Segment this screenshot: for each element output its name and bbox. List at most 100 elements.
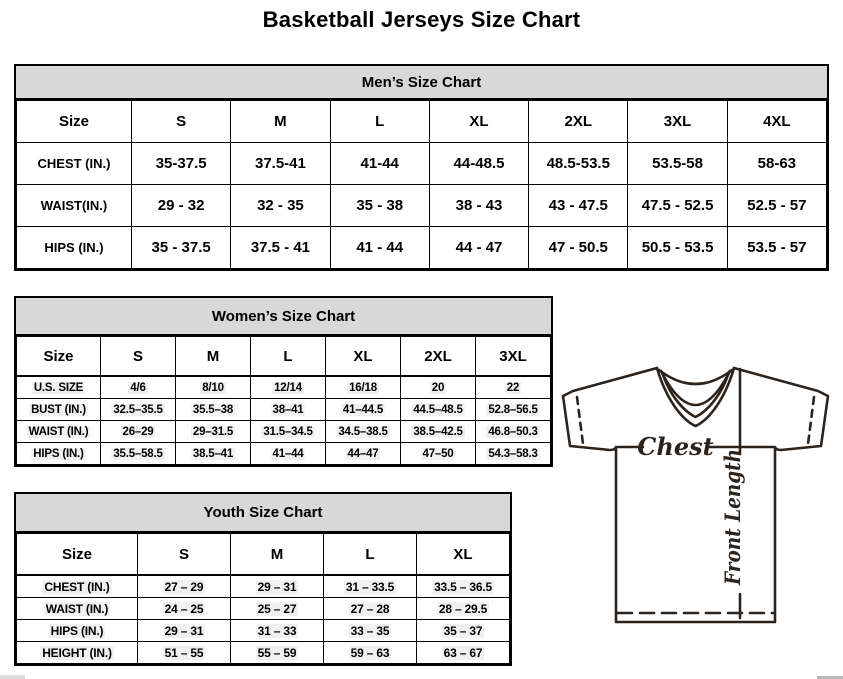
measurement-value: 47–50 (420, 447, 456, 460)
measurement-value: 29 - 32 (157, 197, 205, 214)
scrollbar-artifact-right (817, 676, 843, 679)
measurement-value: 24 – 25 (162, 601, 206, 616)
measurement-value: 22 (504, 381, 522, 394)
measurement-value: 4/6 (128, 381, 148, 394)
left-cuff-dashed-seam (575, 395, 585, 446)
row-label: BUST (IN.) (29, 403, 88, 416)
measurement-value: 26–29 (120, 425, 156, 438)
size-column-header: Size (16, 336, 101, 377)
measurement-row: HIPS (IN.) 35 - 37.5 37.5 - 41 41 - 44 44 - … (16, 226, 828, 269)
measurement-value: 28 – 29.5 (436, 601, 490, 616)
measurement-value: 41 - 44 (356, 239, 404, 256)
measurement-row: U.S. SIZE 4/6 8/10 12/14 16/18 20 22 (16, 375, 551, 399)
collar-back-arc-shallow (657, 368, 734, 386)
measurement-value: 53.5-58 (652, 155, 703, 172)
measurement-value: 38.5–42.5 (411, 425, 465, 438)
measurement-row: WAIST(IN.) 29 - 32 32 - 35 35 - 38 38 - 43 43… (16, 184, 828, 227)
measurement-value: 27 – 28 (348, 601, 392, 616)
measurement-value: 35.5–58.5 (111, 447, 165, 460)
measurement-value: 37.5 - 41 (250, 239, 311, 256)
measurement-value: 44 - 47 (455, 239, 503, 256)
column-header-3xl: 3XL (627, 100, 728, 143)
column-header-xl: XL (428, 100, 530, 143)
youth-chart-title: Youth Size Chart (16, 494, 510, 533)
measurement-value: 41–44 (270, 447, 306, 460)
front-length-label: Front Length (720, 449, 745, 586)
measurement-value: 29–31.5 (190, 425, 236, 438)
measurement-value: 50.5 - 53.5 (641, 239, 714, 256)
column-header-s: S (137, 533, 231, 576)
measurement-value: 52.5 - 57 (747, 197, 807, 214)
mens-size-chart-section: Men’s Size Chart Size S M L XL 2XL 3XL 4XL CHEST… (14, 64, 829, 271)
measurement-value: 31.5–34.5 (261, 425, 315, 438)
column-header-m: M (230, 533, 324, 576)
row-label: CHEST (IN.) (42, 579, 112, 594)
page-title: Basketball Jerseys Size Chart (262, 7, 581, 32)
measurement-value: 53.5 - 57 (747, 239, 807, 256)
womens-size-chart-section: Women’s Size Chart Size S M L XL 2XL 3XL U.S. S… (14, 296, 553, 467)
measurement-value: 29 – 31 (255, 579, 299, 594)
measurement-value: 58-63 (757, 155, 797, 172)
measurement-row: HIPS (IN.) 29 – 31 31 – 33 33 – 35 35 – 37 (16, 619, 510, 642)
row-label: WAIST(IN.) (40, 198, 108, 213)
measurement-value: 35 - 38 (356, 197, 404, 214)
measurement-value: 44–47 (345, 447, 381, 460)
mens-chart-title: Men’s Size Chart (16, 66, 827, 100)
column-header-l: L (250, 336, 326, 377)
column-header-m: M (175, 336, 251, 377)
row-label: HIPS (IN.) (48, 623, 106, 638)
measurement-value: 31 – 33 (255, 623, 299, 638)
measurement-value: 38–41 (270, 403, 306, 416)
measurement-row: CHEST (IN.) 27 – 29 29 – 31 31 – 33.5 33.5 –… (16, 574, 510, 598)
measurement-value: 29 – 31 (162, 623, 206, 638)
measurement-value: 35.5–38 (190, 403, 236, 416)
size-column-header: Size (16, 100, 132, 143)
measurement-value: 59 – 63 (348, 645, 392, 660)
measurement-value: 32 - 35 (257, 197, 304, 214)
measurement-value: 31 – 33.5 (343, 579, 397, 594)
right-cuff-dashed-seam (806, 395, 816, 446)
measurement-value: 38.5–41 (190, 447, 236, 460)
measurement-value: 41-44 (360, 155, 399, 172)
chest-label: Chest (637, 432, 713, 461)
measurement-value: 8/10 (200, 381, 226, 394)
scrollbar-artifact-left (0, 675, 25, 679)
measurement-value: 27 – 29 (162, 579, 206, 594)
womens-size-table: Size S M L XL 2XL 3XL U.S. SIZE 4/6 8/10 12/14 16/1… (16, 336, 551, 465)
measurement-value: 55 – 59 (255, 645, 299, 660)
measurement-value: 41–44.5 (340, 403, 386, 416)
measurement-value: 52.8–56.5 (486, 403, 540, 416)
row-label: WAIST (IN.) (43, 601, 111, 616)
size-header-row: Size S M L XL (16, 533, 510, 576)
column-header-m: M (230, 100, 331, 143)
measurement-row: WAIST (IN.) 26–29 29–31.5 31.5–34.5 34.5–38.… (16, 420, 551, 443)
measurement-row: WAIST (IN.) 24 – 25 25 – 27 27 – 28 28 – 29.… (16, 597, 510, 620)
youth-size-chart-section: Youth Size Chart Size S M L XL CHEST (IN.) 27 … (14, 492, 512, 666)
measurement-value: 47.5 - 52.5 (641, 197, 714, 214)
size-column-header: Size (16, 533, 138, 576)
youth-size-table: Size S M L XL CHEST (IN.) 27 – 29 29 – 31 31 – 3… (16, 533, 510, 664)
size-header-row: Size S M L XL 2XL 3XL 4XL (16, 100, 828, 143)
measurement-value: 46.8–50.3 (486, 425, 540, 438)
column-header-2xl: 2XL (528, 100, 629, 143)
measurement-row: BUST (IN.) 32.5–35.5 35.5–38 38–41 41–44.5 44… (16, 398, 551, 421)
measurement-value: 35 - 37.5 (151, 239, 211, 256)
column-header-s: S (130, 100, 232, 143)
measurement-row: HEIGHT (IN.) 51 – 55 55 – 59 59 – 63 63 – 67 (16, 641, 510, 664)
measurement-value: 48.5-53.5 (546, 155, 610, 172)
collar-outer-v (655, 366, 736, 428)
row-label: U.S. SIZE (31, 381, 86, 394)
column-header-xl: XL (325, 336, 401, 377)
column-header-s: S (100, 336, 176, 377)
row-label: HIPS (IN.) (44, 240, 104, 255)
row-label: WAIST (IN.) (26, 425, 91, 438)
row-label: HEIGHT (IN.) (40, 645, 114, 660)
measurement-row: CHEST (IN.) 35-37.5 37.5-41 41-44 44-48.5 48.… (16, 142, 828, 185)
measurement-value: 35 – 37 (441, 623, 485, 638)
column-header-3xl: 3XL (475, 336, 551, 377)
collar-back-arc-deep (659, 369, 732, 407)
column-header-l: L (329, 100, 430, 143)
measurement-value: 43 - 47.5 (548, 197, 608, 214)
womens-chart-title: Women’s Size Chart (16, 298, 551, 336)
measurement-value: 54.3–58.3 (486, 447, 540, 460)
